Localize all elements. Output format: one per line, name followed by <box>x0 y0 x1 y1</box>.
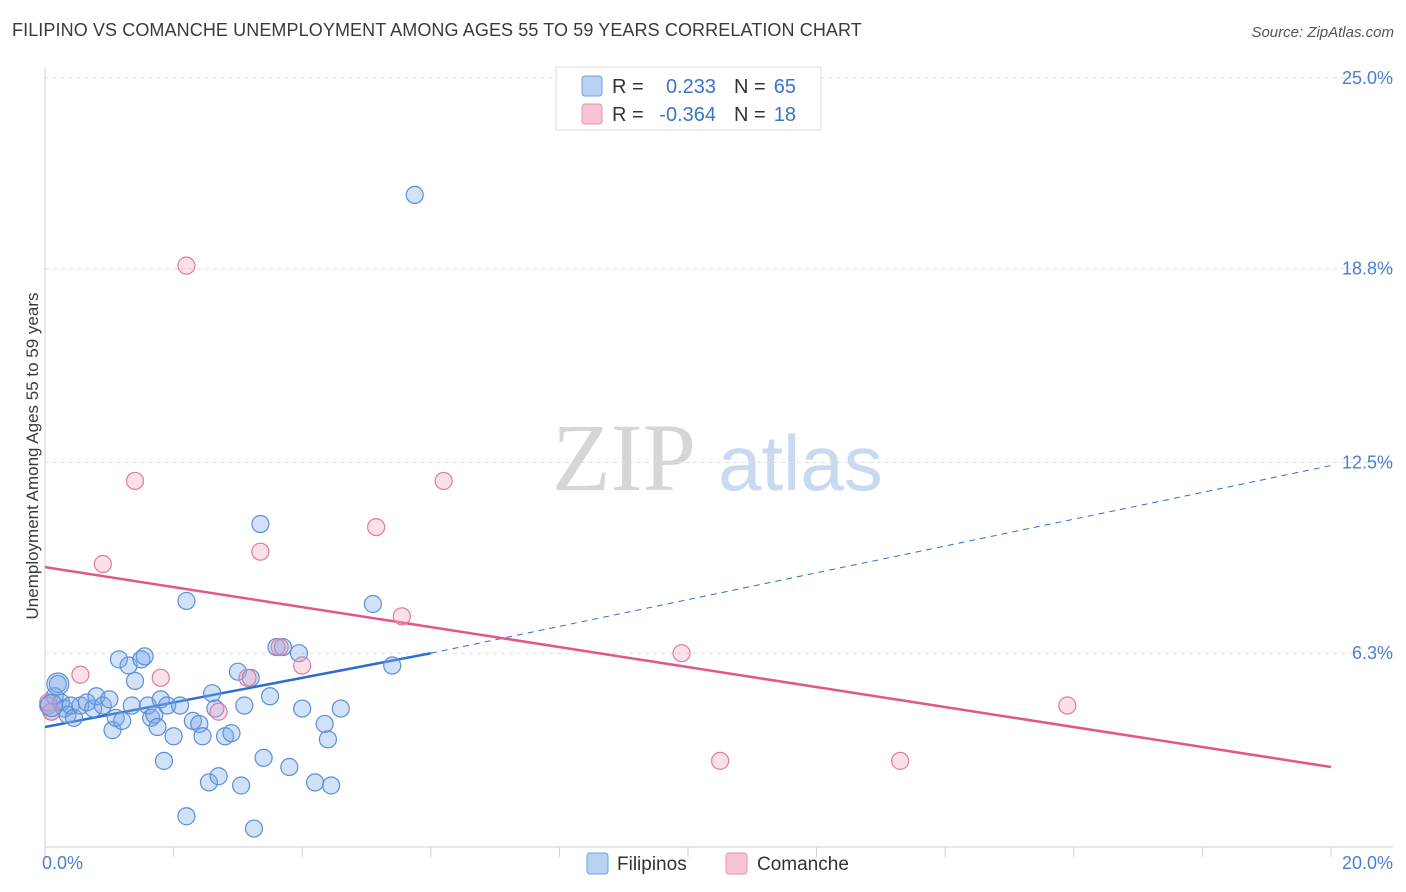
point-comanche-13 <box>392 607 411 626</box>
point-filipinos-63 <box>405 185 424 204</box>
point-filipinos-20 <box>125 671 145 690</box>
legend-n-value-1: 65 <box>774 76 796 98</box>
point-filipinos-cluster-1 <box>46 672 70 696</box>
point-filipinos-21 <box>122 696 141 715</box>
legend-n-label-1: N = <box>734 76 766 98</box>
y-tick-label-0: 6.3% <box>1352 643 1393 663</box>
bottom-legend[interactable]: Filipinos Comanche <box>586 852 849 875</box>
point-comanche-11 <box>293 656 312 675</box>
point-comanche-15 <box>672 644 691 663</box>
point-filipinos-30 <box>158 696 177 715</box>
x-tick-label-0: 0.0% <box>42 853 83 873</box>
point-comanche-16 <box>711 751 730 770</box>
chart-source: Source: ZipAtlas.com <box>1251 24 1394 41</box>
point-filipinos-48 <box>251 514 270 534</box>
point-filipinos-64 <box>177 807 196 826</box>
legend[interactable]: R = 0.233 N = 65 R = -0.364 N = 18 <box>555 66 822 131</box>
point-filipinos-45 <box>235 696 254 715</box>
point-filipinos-62 <box>383 656 402 675</box>
point-comanche-9 <box>251 542 270 561</box>
point-filipinos-3 <box>48 674 67 694</box>
legend-r-value-2: -0.364 <box>659 104 716 126</box>
point-filipinos-17 <box>113 711 132 730</box>
point-filipinos-61 <box>363 594 383 614</box>
point-filipinos-cluster-2 <box>39 693 64 718</box>
bottom-legend-swatch-comanche <box>725 852 748 875</box>
x-tick-label-1: 20.0% <box>1342 853 1393 873</box>
y-tick-label-1: 12.5% <box>1342 453 1393 473</box>
point-comanche-7 <box>209 702 228 721</box>
point-filipinos-27 <box>148 717 167 737</box>
point-filipinos-31 <box>164 727 183 746</box>
y-axis-label: Unemployment Among Ages 55 to 59 years <box>23 293 42 620</box>
point-comanche-18 <box>1058 696 1077 715</box>
point-filipinos-47 <box>244 819 264 838</box>
point-comanche-8 <box>238 668 257 687</box>
point-filipinos-49 <box>254 748 273 767</box>
point-comanche-14 <box>434 471 453 491</box>
legend-r-label-1: R = <box>612 76 644 98</box>
legend-swatch-filipinos <box>581 75 603 97</box>
bottom-legend-label-comanche: Comanche <box>757 854 849 875</box>
point-filipinos-40 <box>209 767 228 786</box>
point-comanche-12 <box>367 517 386 537</box>
point-filipinos-38 <box>203 684 222 703</box>
point-filipinos-44 <box>232 776 251 795</box>
point-filipinos-59 <box>322 776 341 795</box>
point-filipinos-60 <box>331 699 350 718</box>
chart-title: FILIPINO VS COMANCHE UNEMPLOYMENT AMONG … <box>12 20 862 40</box>
point-filipinos-56 <box>305 773 325 792</box>
trend-lines <box>44 465 1332 769</box>
point-filipinos-22 <box>132 650 151 669</box>
point-filipinos-39 <box>206 699 225 718</box>
point-comanche-10 <box>270 637 289 657</box>
point-comanche-17 <box>891 751 910 770</box>
point-comanche-2 <box>71 665 90 684</box>
point-filipinos-32 <box>170 696 190 715</box>
data-points <box>39 185 1077 838</box>
point-filipinos-42 <box>222 724 241 743</box>
point-filipinos-33 <box>177 591 196 611</box>
point-filipinos-25 <box>141 708 161 727</box>
point-comanche-3 <box>93 554 112 574</box>
y-tick-label-2: 18.8% <box>1342 259 1393 279</box>
point-filipinos-57 <box>315 714 334 734</box>
point-filipinos-14 <box>100 690 119 709</box>
point-filipinos-18 <box>109 650 129 669</box>
legend-swatch-comanche <box>581 103 603 125</box>
point-comanche-4 <box>125 471 145 491</box>
trend-line-filipinos <box>44 651 432 729</box>
point-filipinos-23 <box>135 647 154 666</box>
legend-n-label-2: N = <box>734 104 766 126</box>
grid <box>45 77 1393 654</box>
point-filipinos-36 <box>193 727 212 746</box>
point-filipinos-55 <box>293 699 312 718</box>
point-comanche-5 <box>151 668 170 687</box>
legend-r-label-2: R = <box>612 104 644 126</box>
watermark-zip: ZIP <box>552 404 696 511</box>
point-filipinos-50 <box>260 687 280 706</box>
point-filipinos-53 <box>280 757 299 777</box>
point-filipinos-58 <box>318 730 338 749</box>
legend-n-value-2: 18 <box>774 104 796 126</box>
trend-line-comanche <box>44 565 1332 769</box>
bottom-legend-swatch-filipinos <box>586 852 609 875</box>
legend-r-value-1: 0.233 <box>666 76 716 98</box>
point-filipinos-29 <box>154 751 174 770</box>
y-tick-label-3: 25.0% <box>1342 68 1393 88</box>
point-filipinos-37 <box>199 773 219 792</box>
bottom-legend-label-filipinos: Filipinos <box>617 854 687 875</box>
point-comanche-6 <box>177 256 196 275</box>
tick-labels: 6.3% 12.5% 18.8% 25.0% 0.0% 20.0% <box>42 68 1393 873</box>
